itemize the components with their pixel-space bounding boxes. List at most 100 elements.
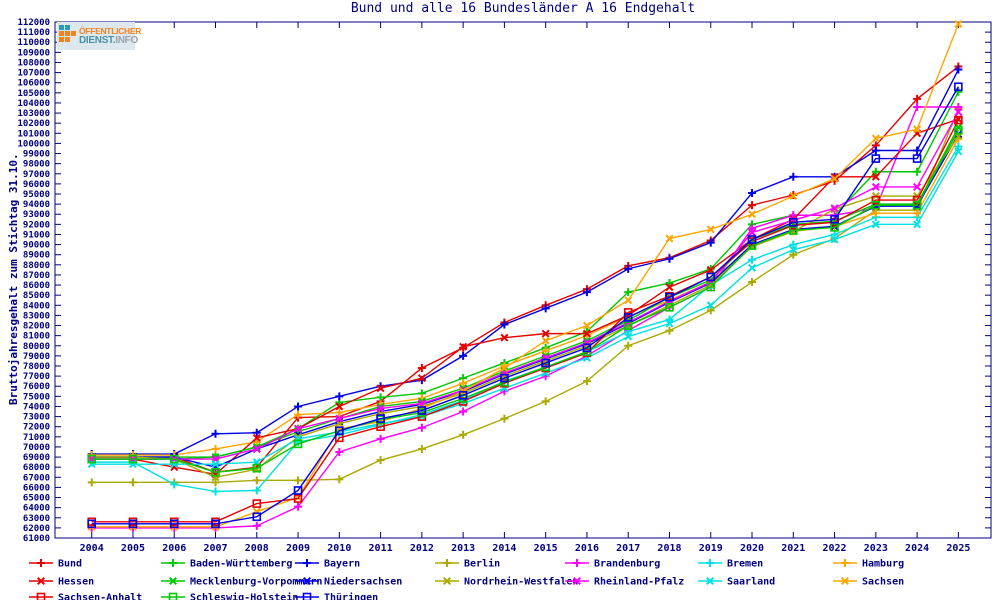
y-tick-label: 97000 (23, 170, 50, 180)
marker-plus (335, 475, 344, 484)
y-tick-label: 66000 (23, 483, 50, 493)
legend-marker (705, 576, 715, 586)
marker-square (293, 439, 303, 449)
y-tick-label: 92000 (23, 220, 50, 230)
legend-label: Mecklenburg-Vorpommern (190, 577, 322, 588)
logo-icon (59, 25, 76, 47)
marker-cross (294, 424, 303, 433)
x-tick-label: 2024 (905, 543, 929, 554)
legend-label: Bayern (324, 559, 360, 570)
marker-cross (706, 265, 715, 274)
x-tick-label: 2005 (121, 543, 145, 554)
series-line (91, 151, 959, 465)
y-tick-label: 62000 (23, 524, 50, 534)
legend-label: Baden-Württemberg (190, 559, 292, 570)
legend-marker (706, 559, 714, 567)
legend-marker (36, 576, 46, 586)
y-tick-label: 78000 (23, 362, 50, 372)
marker-square (665, 303, 674, 312)
x-tick-label: 2009 (286, 543, 310, 554)
legend-label: Rheinland-Pfalz (594, 576, 684, 588)
series-line (91, 23, 960, 528)
marker-square (706, 282, 716, 292)
marker-square (168, 592, 178, 600)
marker-cross (376, 384, 385, 393)
marker-cross (665, 234, 674, 243)
legend-marker (840, 576, 850, 586)
y-tick-label: 70000 (23, 443, 50, 453)
marker-plus (128, 478, 137, 487)
marker-plus (443, 559, 451, 567)
y-tick-label: 72000 (23, 423, 50, 433)
marker-square (788, 226, 798, 235)
logo-text-line2: DIENST.INFO (79, 35, 141, 46)
marker-plus (417, 423, 426, 432)
legend-marker (36, 592, 46, 600)
series-line (91, 69, 959, 455)
y-tick-label: 65000 (23, 494, 50, 504)
marker-plus (417, 364, 426, 373)
y-axis-title: Bruttojahresgehalt zum Stichtag 31.10. (7, 153, 20, 405)
marker-square (252, 499, 262, 508)
legend-label: Thüringen (324, 592, 378, 600)
legend-label: Berlin (464, 558, 500, 570)
marker-plus (541, 397, 550, 406)
logo-text-info: INFO (115, 35, 138, 46)
marker-square (302, 592, 312, 600)
marker-plus (294, 410, 303, 419)
legend-label: Hessen (58, 577, 94, 588)
marker-plus (211, 429, 220, 438)
marker-cross (954, 147, 963, 156)
series-Schleswig-Holstein (87, 125, 963, 477)
y-tick-label: 108000 (17, 58, 50, 68)
marker-plus (913, 209, 922, 218)
marker-square (871, 154, 881, 163)
marker-cross (789, 192, 798, 201)
legend-item-Thüringen: Thüringen (295, 592, 378, 600)
marker-plus (211, 444, 220, 453)
marker-square (87, 519, 96, 529)
marker-plus (624, 288, 633, 297)
series-markers (87, 142, 963, 496)
marker-square (211, 519, 220, 529)
series-markers (87, 82, 963, 529)
marker-square (830, 214, 839, 224)
marker-cross (665, 319, 674, 328)
series-markers (87, 123, 963, 464)
y-tick-label: 105000 (17, 89, 50, 99)
y-tick-label: 67000 (23, 473, 50, 483)
marker-plus (913, 102, 922, 111)
series-Thüringen (87, 82, 963, 529)
legend-label: Nordrhein-Westfalen (464, 576, 578, 588)
marker-square (376, 414, 385, 423)
marker-square (36, 592, 46, 600)
marker-plus (789, 240, 798, 249)
marker-cross (459, 342, 468, 351)
series-line (91, 118, 959, 476)
legend-label: Bremen (727, 559, 763, 570)
marker-plus (706, 559, 714, 567)
marker-cross (500, 333, 509, 342)
legend-item-Bremen: Bremen (698, 559, 763, 570)
series-Bayern (87, 65, 963, 459)
y-tick-label: 87000 (23, 271, 50, 281)
series-markers (87, 132, 963, 482)
legend-item-Saarland: Saarland (698, 577, 775, 588)
x-tick-label: 2015 (534, 543, 558, 554)
y-axis: 6100062000630006400065000660006700068000… (17, 18, 991, 544)
legend-label: Saarland (727, 577, 775, 588)
y-tick-label: 107000 (17, 69, 50, 79)
y-tick-label: 96000 (23, 180, 50, 190)
legend-item-Sachsen-Anhalt: Sachsen-Anhalt (29, 593, 142, 600)
marker-plus (913, 146, 922, 155)
legend-item-Berlin: Berlin (435, 558, 500, 570)
y-tick-label: 64000 (23, 504, 50, 514)
plot-border (54, 21, 992, 539)
marker-cross (665, 283, 674, 292)
marker-plus (706, 238, 715, 247)
marker-cross (871, 182, 880, 191)
y-tick-label: 102000 (17, 119, 50, 129)
marker-plus (624, 264, 633, 273)
logo-text: ÖFFENTLICHER DIENST.INFO (79, 27, 141, 46)
marker-plus (582, 377, 591, 386)
